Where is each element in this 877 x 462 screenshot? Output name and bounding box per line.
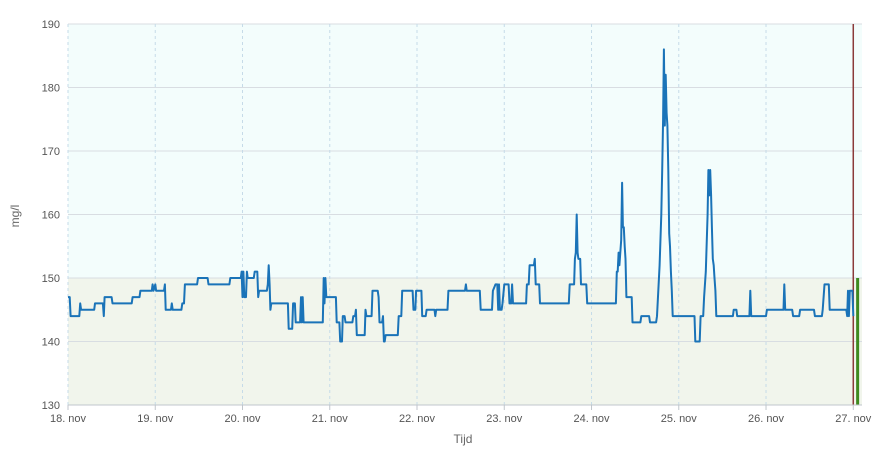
y-tick-label: 130 <box>42 400 60 412</box>
x-axis-ticks: 18. nov 19. nov 20. nov 21. nov 22. nov 23. n… <box>50 404 872 425</box>
x-tick-label: 20. nov <box>224 413 261 425</box>
x-tick-label: 26. nov <box>748 413 785 425</box>
y-tick-label: 160 <box>42 210 60 222</box>
y-axis-title: mg/l <box>8 205 22 228</box>
x-tick-label: 21. nov <box>312 413 349 425</box>
y-tick-label: 150 <box>42 273 60 285</box>
x-tick-label: 27. nov <box>835 413 872 425</box>
x-tick-label: 25. nov <box>661 413 698 425</box>
y-tick-label: 140 <box>42 337 60 349</box>
y-tick-label: 170 <box>42 146 60 158</box>
x-axis-title: Tijd <box>454 432 473 446</box>
x-tick-label: 19. nov <box>137 413 174 425</box>
series-layer <box>68 48 855 343</box>
series-line <box>68 48 855 343</box>
x-tick-label: 22. nov <box>399 413 436 425</box>
y-axis-ticks: 130 140 150 160 170 180 190 <box>42 19 60 412</box>
x-tick-label: 23. nov <box>486 413 523 425</box>
x-tick-label: 24. nov <box>573 413 610 425</box>
y-tick-label: 180 <box>42 83 60 95</box>
range-markers <box>852 24 860 405</box>
y-tick-label: 190 <box>42 19 60 31</box>
x-tick-label: 18. nov <box>50 413 87 425</box>
